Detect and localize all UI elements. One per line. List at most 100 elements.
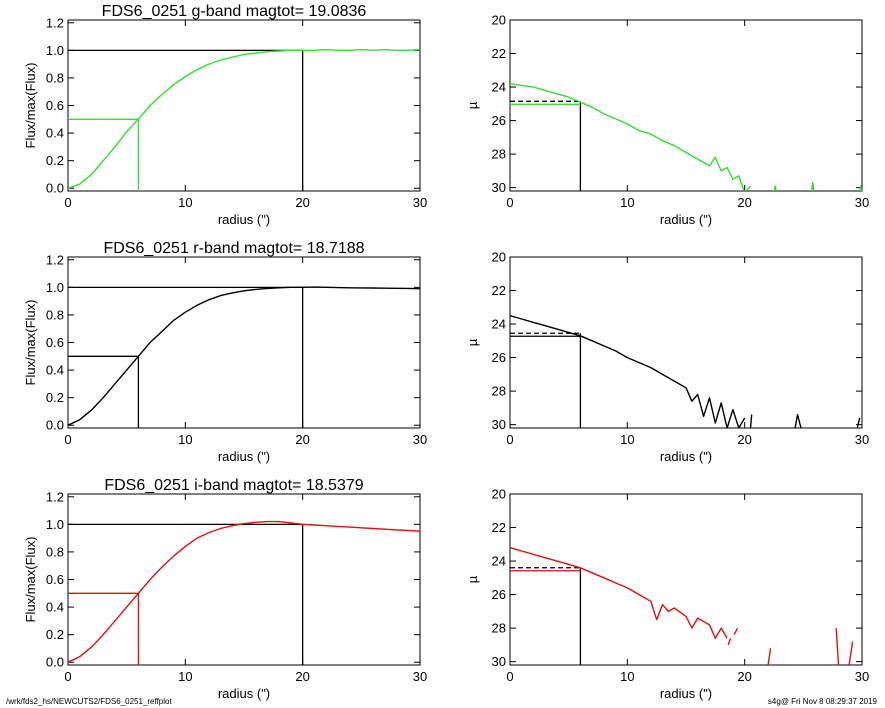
data-line: [767, 648, 772, 665]
panel-2: [509, 19, 863, 192]
y-tick-label: 0.4: [46, 363, 64, 378]
x-tick-label: 30: [413, 195, 427, 210]
x-tick-label: 20: [737, 669, 751, 684]
y-tick-label: 20: [492, 250, 506, 265]
x-axis-label: radius ("): [218, 212, 270, 227]
total-radius-marker: [68, 523, 304, 665]
y-axis-label: µ: [465, 101, 480, 109]
x-tick-label: 0: [506, 669, 513, 684]
y-tick-label: 24: [492, 317, 506, 332]
y-axis-label: Flux/max(Flux): [23, 300, 38, 386]
y-tick-label: 22: [492, 520, 506, 535]
x-axis-label: radius ("): [218, 686, 270, 701]
y-tick-label: 22: [492, 46, 506, 61]
x-tick-label: 10: [178, 432, 192, 447]
panel-title: FDS6_0251 r-band magtot= 18.7188: [103, 240, 364, 257]
total-radius-marker: [68, 286, 304, 428]
data-line: [68, 286, 420, 426]
half-light-marker: [68, 355, 140, 428]
data-line: [856, 417, 861, 428]
y-tick-label: 0.6: [46, 572, 64, 587]
panel-6: [509, 493, 863, 666]
y-tick-label: 0.2: [46, 627, 64, 642]
plot-frame: [509, 493, 863, 666]
y-tick-label: 1.2: [46, 489, 64, 504]
y-tick-label: 0.4: [46, 126, 64, 141]
x-axis-label: radius ("): [660, 449, 712, 464]
data-line: [859, 185, 862, 191]
plot-frame: [67, 256, 421, 429]
data-line: [727, 637, 732, 646]
panel-title: FDS6_0251 i-band magtot= 18.5379: [104, 477, 363, 494]
x-tick-label: 10: [620, 432, 634, 447]
y-tick-label: 20: [492, 487, 506, 502]
footer-path: /wrk/fds2_hs/NEWCUTS2/FDS6_0251_reffplot: [6, 697, 172, 706]
y-axis-label: µ: [465, 575, 480, 583]
data-line: [510, 315, 746, 428]
y-tick-label: 28: [492, 621, 506, 636]
half-light-marker: [68, 592, 140, 665]
x-tick-label: 20: [295, 195, 309, 210]
panel-title: FDS6_0251 g-band magtot= 19.0836: [102, 3, 367, 20]
data-line: [510, 83, 752, 191]
data-line: [835, 628, 840, 665]
y-tick-label: 0.8: [46, 307, 64, 322]
data-line: [733, 627, 739, 636]
data-line: [68, 520, 420, 663]
plot-area: [68, 286, 420, 428]
y-tick-label: 1.0: [46, 517, 64, 532]
plot-area: [510, 315, 861, 428]
y-tick-label: 0.2: [46, 153, 64, 168]
y-tick-label: 30: [492, 654, 506, 669]
x-tick-label: 30: [855, 432, 869, 447]
y-tick-label: 24: [492, 554, 506, 569]
x-tick-label: 0: [506, 432, 513, 447]
y-tick-label: 0.8: [46, 544, 64, 559]
x-tick-label: 10: [620, 669, 634, 684]
x-tick-label: 10: [620, 195, 634, 210]
y-tick-label: 0.6: [46, 98, 64, 113]
x-tick-label: 30: [413, 432, 427, 447]
footer-timestamp: s4g@ Fri Nov 8 08:29:37 2019: [767, 697, 877, 706]
data-line: [510, 546, 728, 639]
panel-5: [67, 493, 421, 666]
y-tick-label: 24: [492, 80, 506, 95]
y-axis-label: Flux/max(Flux): [23, 63, 38, 149]
plot-area: [68, 48, 420, 191]
x-tick-label: 10: [178, 669, 192, 684]
y-tick-label: 22: [492, 283, 506, 298]
x-tick-label: 30: [855, 669, 869, 684]
plot-frame: [509, 256, 863, 429]
y-tick-label: 0.4: [46, 600, 64, 615]
y-tick-label: 26: [492, 587, 506, 602]
y-tick-label: 28: [492, 384, 506, 399]
y-tick-label: 20: [492, 13, 506, 28]
y-tick-label: 1.2: [46, 252, 64, 267]
y-tick-label: 26: [492, 350, 506, 365]
x-axis-label: radius ("): [660, 686, 712, 701]
x-tick-label: 0: [506, 195, 513, 210]
y-tick-label: 30: [492, 417, 506, 432]
y-tick-label: 0.2: [46, 390, 64, 405]
data-line: [810, 181, 815, 191]
x-axis-label: radius ("): [218, 449, 270, 464]
x-tick-label: 0: [64, 195, 71, 210]
x-tick-label: 0: [64, 669, 71, 684]
y-tick-label: 0.0: [46, 181, 64, 196]
x-tick-label: 10: [178, 195, 192, 210]
y-tick-label: 30: [492, 180, 506, 195]
data-line: [749, 414, 753, 428]
plot-area: [510, 546, 854, 665]
panel-3: [67, 256, 421, 429]
x-tick-label: 20: [295, 432, 309, 447]
x-tick-label: 20: [737, 195, 751, 210]
x-axis-label: radius ("): [660, 212, 712, 227]
y-tick-label: 1.0: [46, 43, 64, 58]
plot-frame: [67, 493, 421, 666]
x-tick-label: 0: [64, 432, 71, 447]
plot-frame: [67, 19, 421, 192]
x-tick-label: 30: [855, 195, 869, 210]
data-line: [848, 641, 854, 665]
y-axis-label: Flux/max(Flux): [23, 537, 38, 623]
